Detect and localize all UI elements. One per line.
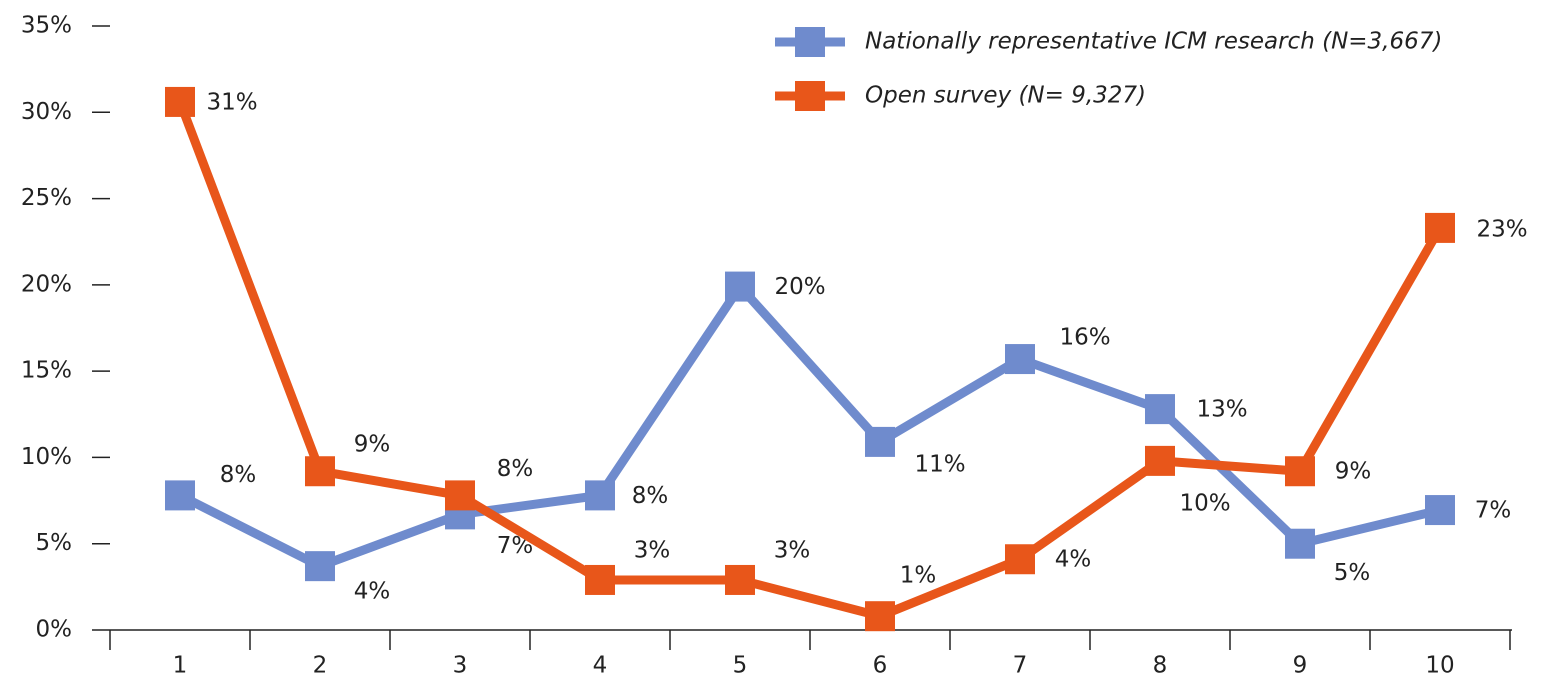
- point-marker: [1285, 528, 1315, 559]
- point-marker: [1425, 495, 1455, 526]
- y-tick-label: 10%: [21, 444, 72, 470]
- point-marker: [1285, 456, 1315, 487]
- x-tick-label: 8: [1153, 653, 1168, 679]
- x-tick-label: 6: [873, 653, 888, 679]
- data-label: 4%: [1055, 547, 1092, 573]
- data-label: 8%: [632, 483, 669, 509]
- point-marker: [305, 551, 335, 582]
- point-marker: [1005, 544, 1035, 575]
- point-marker: [725, 564, 755, 595]
- data-label: 8%: [497, 456, 534, 482]
- y-tick-label: 25%: [21, 185, 72, 211]
- data-label: 11%: [914, 451, 965, 477]
- series-line: [177, 282, 1442, 571]
- point-marker: [585, 480, 615, 511]
- x-tick-label: 9: [1293, 653, 1308, 679]
- point-marker: [585, 564, 615, 595]
- data-label: 31%: [206, 89, 257, 115]
- y-tick-label: 0%: [36, 617, 73, 643]
- point-marker: [1145, 394, 1175, 425]
- x-tick-label: 1: [173, 653, 188, 679]
- x-tick-label: 2: [313, 653, 328, 679]
- data-label: 13%: [1196, 397, 1247, 423]
- point-marker: [165, 480, 195, 511]
- point-marker: [1005, 344, 1035, 375]
- point-marker: [445, 480, 475, 511]
- data-label: 20%: [774, 274, 825, 300]
- x-tick-label: 4: [593, 653, 608, 679]
- x-tick-label: 5: [733, 653, 748, 679]
- x-tick-label: 10: [1425, 653, 1454, 679]
- data-label: 1%: [900, 563, 937, 589]
- y-tick-label: 30%: [21, 99, 72, 125]
- y-tick-label: 15%: [21, 358, 72, 384]
- point-marker: [165, 86, 195, 117]
- data-label: 10%: [1179, 490, 1230, 516]
- point-marker: [1425, 212, 1455, 243]
- data-label: 8%: [220, 462, 257, 488]
- y-tick-label: 5%: [36, 530, 73, 556]
- point-marker: [865, 601, 895, 632]
- point-marker: [725, 271, 755, 302]
- data-label: 9%: [354, 432, 391, 458]
- data-label: 16%: [1059, 325, 1110, 351]
- data-label: 7%: [1475, 498, 1512, 524]
- legend-label: Open survey (N= 9,327): [865, 83, 1146, 109]
- legend-label: Nationally representative ICM research (…: [865, 29, 1442, 55]
- point-marker: [1145, 445, 1175, 476]
- data-label: 4%: [354, 579, 391, 605]
- y-tick-label: 20%: [21, 271, 72, 297]
- data-label: 23%: [1476, 216, 1527, 242]
- x-tick-label: 7: [1013, 653, 1028, 679]
- point-marker: [865, 426, 895, 457]
- data-label: 3%: [634, 537, 671, 563]
- legend-marker: [795, 27, 825, 57]
- legend-marker: [795, 81, 825, 111]
- data-label: 5%: [1334, 560, 1371, 586]
- data-label: 9%: [1335, 459, 1372, 485]
- y-tick-label: 35%: [21, 13, 72, 39]
- point-marker: [305, 456, 335, 487]
- data-label: 3%: [774, 537, 811, 563]
- series-line: [175, 100, 1444, 621]
- x-tick-label: 3: [453, 653, 468, 679]
